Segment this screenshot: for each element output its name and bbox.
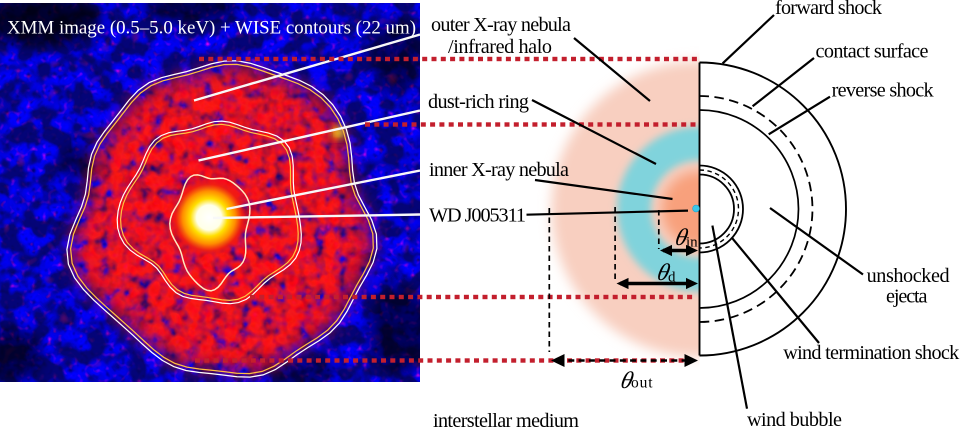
svg-text:inner X-ray nebula: inner X-ray nebula <box>429 159 569 181</box>
svg-text:/infrared halo: /infrared halo <box>448 36 552 58</box>
svg-text:ejecta: ejecta <box>886 286 928 308</box>
svg-text:interstellar medium: interstellar medium <box>433 410 579 428</box>
svg-text:d: d <box>668 270 676 286</box>
svg-text:in: in <box>686 235 698 251</box>
svg-text:dust-rich ring: dust-rich ring <box>428 91 529 113</box>
svg-text:unshocked: unshocked <box>867 265 950 287</box>
svg-text:wind termination shock: wind termination shock <box>783 342 960 364</box>
svg-text:outer X-ray nebula: outer X-ray nebula <box>431 14 571 36</box>
svg-text:XMM image (0.5–5.0 keV) + WISE: XMM image (0.5–5.0 keV) + WISE contours … <box>7 18 416 39</box>
svg-text:reverse shock: reverse shock <box>832 80 935 102</box>
svg-text:forward shock: forward shock <box>775 0 883 19</box>
svg-text:contact surface: contact surface <box>816 41 929 63</box>
svg-text:out: out <box>631 375 653 392</box>
svg-text:WD J005311: WD J005311 <box>429 204 526 226</box>
svg-text:wind bubble: wind bubble <box>747 409 842 428</box>
